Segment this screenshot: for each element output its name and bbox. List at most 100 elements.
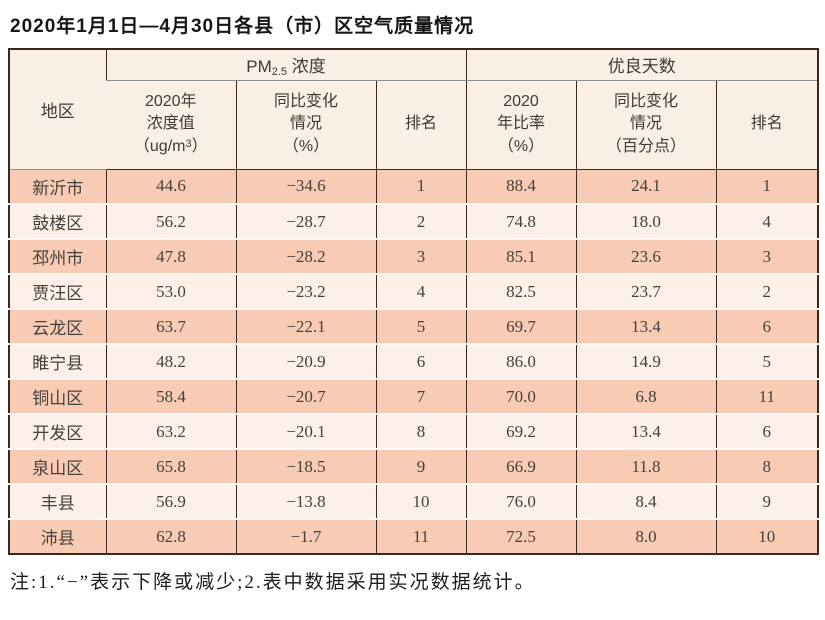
region-cell: 睢宁县	[9, 343, 106, 379]
table-row: 邳州市 47.8 −28.2 3 85.1 23.6 3	[9, 238, 819, 274]
region-cell: 丰县	[9, 483, 106, 519]
header-pm25-group: PM2.5 浓度	[105, 49, 466, 81]
table-row: 沛县 62.8 −1.7 11 72.5 8.0 10	[9, 518, 819, 554]
pm-rank-cell: 10	[375, 483, 466, 519]
days-rank-cell: 6	[715, 308, 819, 344]
pm-value-cell: 47.8	[105, 238, 236, 274]
pm-rank-cell: 4	[375, 273, 466, 309]
pm-rank-cell: 2	[375, 203, 466, 239]
region-cell: 新沂市	[32, 178, 84, 198]
days-rank-cell: 5	[715, 343, 819, 379]
ratio-cell: 88.4	[465, 169, 576, 204]
ratio-change-cell: 14.9	[575, 343, 716, 379]
ratio-change-cell: 13.4	[575, 308, 716, 344]
pm-rank-cell: 9	[375, 448, 466, 484]
days-rank-cell: 3	[715, 238, 819, 274]
ratio-cell: 86.0	[465, 343, 576, 379]
header-pm-rank: 排名	[375, 80, 466, 170]
header-region: 地区	[9, 49, 106, 170]
pm-change-cell: −34.6	[235, 169, 376, 204]
ratio-cell: 66.9	[465, 448, 576, 484]
region-cell: 沛县	[9, 518, 106, 554]
pm-change-cell: −20.7	[235, 378, 376, 414]
days-rank-cell: 6	[715, 413, 819, 449]
pm-rank-cell: 5	[375, 308, 466, 344]
pm-value-cell: 58.4	[105, 378, 236, 414]
header-ratio: 2020 年比率 （%）	[465, 80, 576, 170]
ratio-cell: 69.2	[465, 413, 576, 449]
pm-rank-cell: 6	[375, 343, 466, 379]
ratio-cell: 82.5	[465, 273, 576, 309]
table-body: 新沂市 44.6 −34.6 1 88.4 24.1 1 鼓楼区 56.2 −2…	[9, 169, 819, 554]
days-rank-cell: 2	[715, 273, 819, 309]
pm-change-cell: −28.2	[235, 238, 376, 274]
ratio-cell: 85.1	[465, 238, 576, 274]
table-row: 睢宁县 48.2 −20.9 6 86.0 14.9 5	[9, 343, 819, 379]
days-rank-cell: 10	[715, 518, 819, 554]
table-row: 开发区 63.2 −20.1 8 69.2 13.4 6	[9, 413, 819, 449]
pm-value-cell: 63.7	[105, 308, 236, 344]
days-rank-cell: 8	[715, 448, 819, 484]
region-cell: 云龙区	[9, 308, 106, 344]
table-row: 云龙区 63.7 −22.1 5 69.7 13.4 6	[9, 308, 819, 344]
pm-value-cell: 44.6	[105, 169, 236, 204]
ratio-change-cell: 6.8	[575, 378, 716, 414]
ratio-change-cell: 23.7	[575, 273, 716, 309]
table-row: 新沂市 44.6 −34.6 1 88.4 24.1 1	[9, 169, 819, 204]
region-cell: 泉山区	[9, 448, 106, 484]
days-rank-cell: 4	[715, 203, 819, 239]
pm-value-cell: 56.2	[105, 203, 236, 239]
pm-value-cell: 53.0	[105, 273, 236, 309]
header-pm-change: 同比变化 情况 （%）	[235, 80, 376, 170]
ratio-change-cell: 11.8	[575, 448, 716, 484]
header-ratio-change: 同比变化 情况 （百分点）	[575, 80, 716, 170]
pm-rank-cell: 7	[375, 378, 466, 414]
days-rank-cell: 9	[715, 483, 819, 519]
days-rank-cell: 1	[715, 169, 819, 204]
pm-rank-cell: 11	[375, 518, 466, 554]
pm-change-cell: −28.7	[235, 203, 376, 239]
pm-change-cell: −22.1	[235, 308, 376, 344]
pm-change-cell: −20.9	[235, 343, 376, 379]
region-cell: 开发区	[9, 413, 106, 449]
region-cell: 邳州市	[9, 238, 106, 274]
pm-value-cell: 56.9	[105, 483, 236, 519]
pm-change-cell: −20.1	[235, 413, 376, 449]
pm-rank-cell: 3	[375, 238, 466, 274]
pm-value-cell: 65.8	[105, 448, 236, 484]
pm-value-cell: 63.2	[105, 413, 236, 449]
pm-rank-cell: 1	[375, 169, 466, 204]
region-cell: 鼓楼区	[9, 203, 106, 239]
table-row: 铜山区 58.4 −20.7 7 70.0 6.8 11	[9, 378, 819, 414]
region-cell: 贾汪区	[9, 273, 106, 309]
ratio-cell: 69.7	[465, 308, 576, 344]
ratio-cell: 70.0	[465, 378, 576, 414]
header-days-rank: 排名	[715, 80, 819, 170]
pm-change-cell: −13.8	[235, 483, 376, 519]
pm-change-cell: −23.2	[235, 273, 376, 309]
ratio-change-cell: 13.4	[575, 413, 716, 449]
pm-change-cell: −18.5	[235, 448, 376, 484]
air-quality-table: 地区 PM2.5 浓度 优良天数 2020年 浓度值 （ug/m3） 同比变化 情况（…	[8, 48, 820, 555]
header-pm-value: 2020年 浓度值 （ug/m3）	[106, 80, 236, 170]
footnote: 注:1.“−”表示下降或减少;2.表中数据采用实况数据统计。	[10, 572, 536, 593]
ratio-change-cell: 8.0	[575, 518, 716, 554]
ratio-cell: 74.8	[465, 203, 576, 239]
pm-change-cell: −1.7	[235, 518, 376, 554]
pm-value-cell: 48.2	[105, 343, 236, 379]
header-good-days-group: 优良天数	[465, 49, 819, 81]
table-row: 鼓楼区 56.2 −28.7 2 74.8 18.0 4	[9, 203, 819, 239]
sub-header-row: 2020年 浓度值 （ug/m3） 同比变化 情况 （%） 排名 2020 年比率 （%） …	[9, 80, 819, 170]
pm-value-cell: 62.8	[105, 518, 236, 554]
ratio-cell: 72.5	[465, 518, 576, 554]
ratio-change-cell: 24.1	[575, 169, 716, 204]
days-rank-cell: 11	[715, 378, 819, 414]
table-row: 泉山区 65.8 −18.5 9 66.9 11.8 8	[9, 448, 819, 484]
group-header-row: 地区 PM2.5 浓度 优良天数	[9, 49, 819, 170]
table-row: 贾汪区 53.0 −23.2 4 82.5 23.7 2	[9, 273, 819, 309]
ratio-change-cell: 8.4	[575, 483, 716, 519]
ratio-cell: 76.0	[465, 483, 576, 519]
region-cell: 铜山区	[9, 378, 106, 414]
ratio-change-cell: 18.0	[575, 203, 716, 239]
pm-rank-cell: 8	[375, 413, 466, 449]
